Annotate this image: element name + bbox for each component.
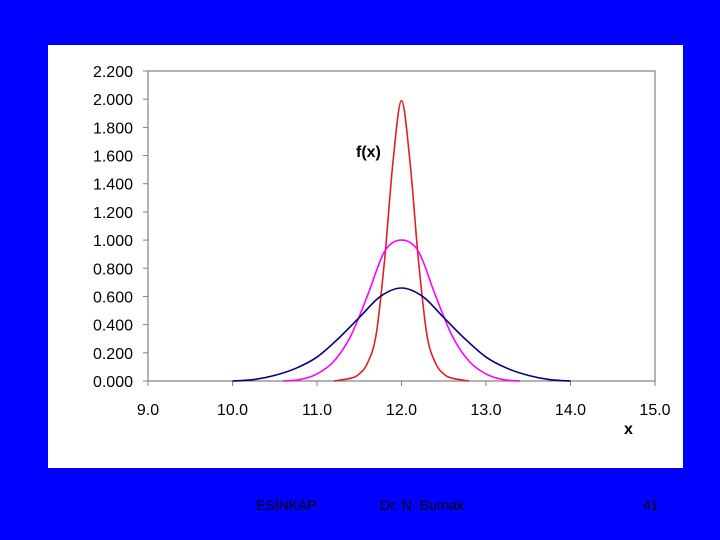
y-tick-label: 0.400 [93,318,133,335]
y-tick-label: 2.000 [93,92,133,109]
y-tick-label: 0.200 [93,346,133,363]
y-axis-title: f(x) [356,144,381,161]
x-tick-label: 13.0 [470,402,501,419]
x-tick-label: 10.0 [217,402,248,419]
y-tick-label: 1.200 [93,205,133,222]
chart-panel: 0.000 0.200 0.400 0.600 0.800 1.000 1.200 1.400… [48,45,683,468]
y-tick-label: 1.800 [93,120,133,137]
x-tick-label: 11.0 [302,402,332,419]
y-tick-label: 2.200 [93,64,133,81]
y-tick-label: 1.000 [93,233,133,250]
series-line-3 [232,287,571,382]
density-curves-chart: 0.000 0.200 0.400 0.600 0.800 1.000 1.200 1.400… [93,64,671,438]
x-axis-title: x [624,421,633,438]
y-tick-label: 1.600 [93,149,133,166]
footer-author-label: Dr. N. Burnak [380,497,465,513]
y-axis-ticks: 0.000 0.200 0.400 0.600 0.800 1.000 1.200 1.400… [93,64,148,391]
y-tick-label: 0.800 [93,261,133,278]
footer-org-label: ESİNKAP [256,497,317,513]
x-tick-label: 9.0 [137,402,159,419]
x-axis-ticks: 9.0 10.0 11.0 12.0 13.0 14.0 15.0 [137,381,671,419]
x-tick-label: 14.0 [555,402,586,419]
x-tick-label: 15.0 [639,402,670,419]
y-tick-label: 0.000 [93,374,133,391]
y-tick-label: 0.600 [93,289,133,306]
footer-page-number: 41 [643,497,659,513]
x-tick-label: 12.0 [386,402,417,419]
series-layer [232,99,571,382]
series-line-1 [333,99,470,382]
series-line-2 [283,239,520,382]
plot-area-border [147,70,656,382]
y-tick-label: 1.400 [93,177,133,194]
